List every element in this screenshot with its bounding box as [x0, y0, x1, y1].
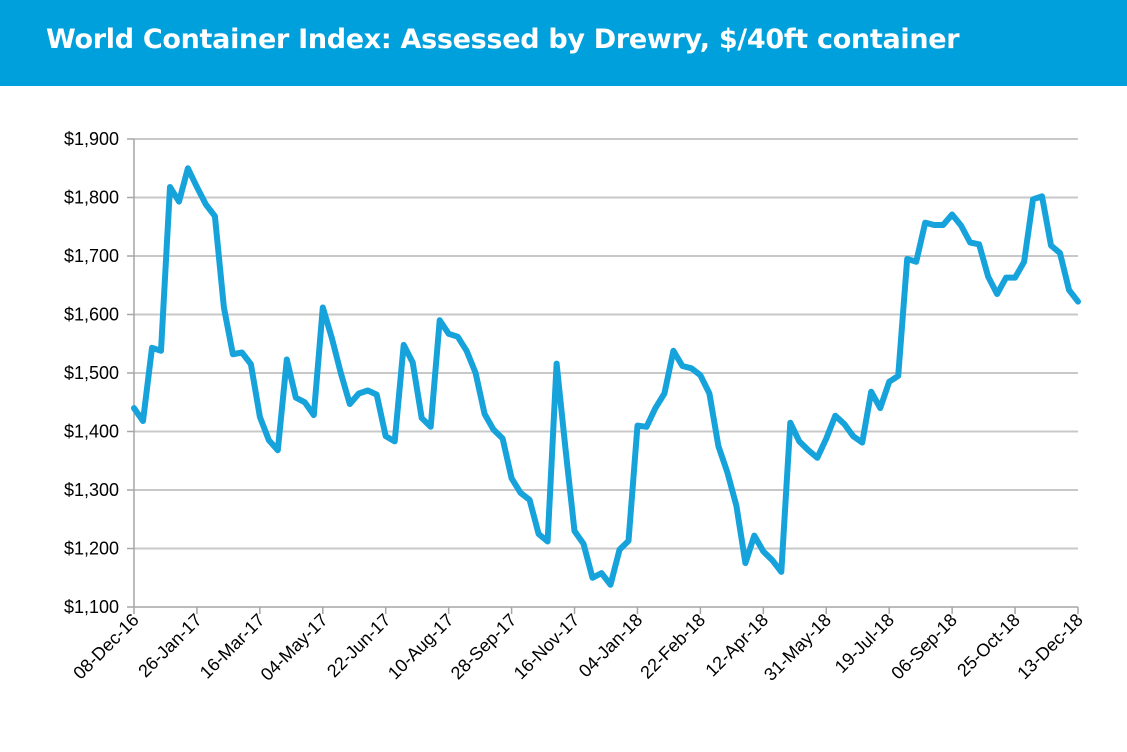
y-tick-label: $1,900	[64, 129, 119, 149]
x-tick-label: 13-Dec-18	[1013, 610, 1087, 684]
x-axis-ticks: 08-Dec-1626-Jan-1716-Mar-1704-May-1722-J…	[69, 607, 1087, 685]
y-axis-ticks: $1,100 $1,200 $1,300 $1,400 $1,500 $1,600 $1,7…	[64, 129, 134, 617]
x-tick-label: 06-Sep-18	[887, 610, 961, 684]
series-line	[131, 165, 1081, 588]
y-tick-label: $1,200	[64, 539, 119, 559]
x-tick-label: 16-Nov-17	[510, 610, 584, 684]
y-tick-label: $1,400	[64, 422, 119, 442]
y-tick-label: $1,600	[64, 305, 119, 325]
x-tick-label: 10-Aug-17	[384, 610, 458, 684]
y-tick-label: $1,100	[64, 597, 119, 617]
x-tick-label: 26-Jan-17	[134, 610, 205, 681]
chart-title: World Container Index: Assessed by Drewr…	[46, 24, 960, 55]
x-tick-label: 08-Dec-16	[69, 610, 143, 684]
x-tick-label: 28-Sep-17	[447, 610, 521, 684]
title-bar: World Container Index: Assessed by Drewr…	[0, 0, 1127, 86]
x-tick-label: 19-Jul-18	[831, 610, 898, 677]
x-tick-label: 22-Feb-18	[636, 610, 709, 683]
x-tick-label: 31-May-18	[760, 610, 835, 685]
y-tick-label: $1,300	[64, 480, 119, 500]
x-tick-label: 04-May-17	[257, 610, 332, 685]
x-tick-label: 04-Jan-18	[575, 610, 646, 681]
y-tick-label: $1,800	[64, 188, 119, 208]
y-tick-label: $1,500	[64, 363, 119, 383]
y-tick-label: $1,700	[64, 246, 119, 266]
gridlines	[134, 138, 1078, 550]
series-group	[131, 165, 1081, 588]
